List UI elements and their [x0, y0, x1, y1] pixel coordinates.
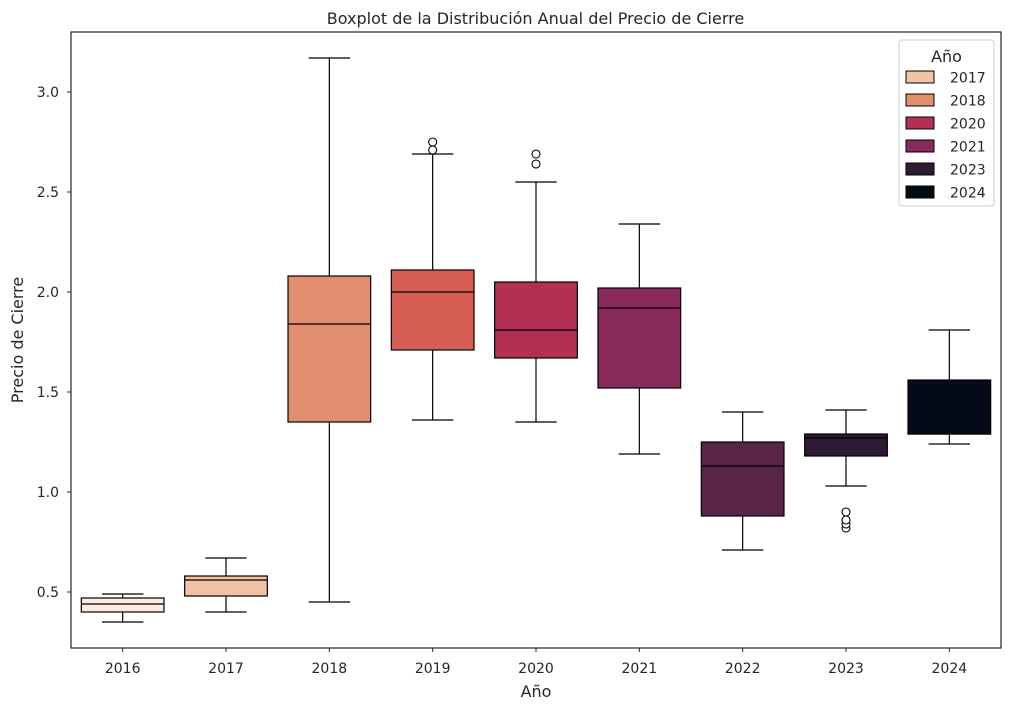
x-tick-label: 2023	[828, 661, 864, 677]
x-axis-ticks: 2016 2017 2018 2019 2020 2021 2022 2023 2024	[105, 648, 967, 677]
legend-item-2023: 2023	[905, 162, 986, 179]
box-2024	[907, 329, 992, 445]
y-tick-label: 1.0	[37, 485, 59, 501]
y-axis-label: Precio de Cierre	[8, 277, 27, 403]
box-iqr	[804, 433, 888, 457]
box-iqr	[494, 281, 578, 359]
legend-swatch	[905, 162, 935, 176]
box-iqr	[184, 575, 268, 597]
box-2018	[287, 57, 372, 603]
outlier-point	[531, 149, 541, 159]
box-2022	[700, 411, 785, 551]
plot-area	[80, 57, 992, 623]
outlier-point	[428, 145, 438, 155]
box-iqr	[390, 269, 475, 351]
box-iqr	[907, 379, 992, 435]
box-iqr	[287, 275, 372, 423]
legend-label: 2017	[950, 71, 986, 87]
legend-label: 2023	[950, 163, 986, 179]
outlier-point	[841, 507, 851, 517]
legend-label: 2024	[950, 186, 986, 202]
outlier-point	[428, 137, 438, 147]
y-axis-ticks: 0.5 1.0 1.5 2.0 2.5 3.0	[37, 85, 71, 601]
legend-item-2020: 2020	[905, 116, 986, 133]
legend-item-2018: 2018	[905, 93, 986, 110]
y-tick-label: 2.0	[37, 285, 59, 301]
x-tick-label: 2024	[932, 661, 968, 677]
legend-items: 2017 2018 2020 2021 2023 2024	[905, 70, 986, 202]
box-2016	[80, 593, 165, 623]
box-2017	[184, 557, 268, 613]
legend-item-2021: 2021	[905, 139, 986, 156]
box-2023	[804, 409, 888, 533]
y-tick-label: 0.5	[37, 585, 59, 601]
legend-title: Año	[931, 47, 962, 66]
y-tick-label: 2.5	[37, 185, 59, 201]
x-axis-label: Año	[521, 682, 552, 701]
box-2019	[390, 137, 475, 421]
outlier-point	[531, 159, 541, 169]
x-tick-label: 2019	[415, 661, 451, 677]
box-iqr	[700, 441, 785, 517]
x-tick-label: 2018	[312, 661, 348, 677]
x-tick-label: 2021	[622, 661, 658, 677]
legend: Año 2017 2018 2020 2021 2023 2024	[898, 39, 995, 207]
x-tick-label: 2020	[518, 661, 554, 677]
legend-label: 2020	[950, 117, 986, 133]
x-tick-label: 2017	[208, 661, 244, 677]
legend-swatch	[905, 93, 935, 107]
y-tick-label: 3.0	[37, 85, 59, 101]
legend-label: 2018	[950, 94, 986, 110]
x-tick-label: 2016	[105, 661, 141, 677]
legend-swatch	[905, 70, 935, 84]
legend-label: 2021	[950, 140, 986, 156]
box-2021	[597, 223, 682, 455]
outlier-point	[841, 515, 851, 525]
legend-swatch	[905, 116, 935, 130]
box-iqr	[597, 287, 682, 389]
box-2020	[494, 149, 578, 423]
y-tick-label: 1.5	[37, 385, 59, 401]
x-tick-label: 2022	[725, 661, 761, 677]
legend-item-2017: 2017	[905, 70, 986, 87]
chart-title: Boxplot de la Distribución Anual del Pre…	[327, 9, 744, 28]
legend-item-2024: 2024	[905, 185, 986, 202]
legend-swatch	[905, 185, 935, 199]
box-iqr	[80, 597, 165, 613]
legend-swatch	[905, 139, 935, 153]
